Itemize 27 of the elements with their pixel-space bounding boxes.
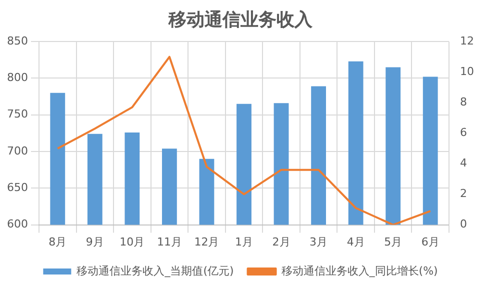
y2-tick-label: 2 — [460, 187, 468, 200]
y2-tick-label: 0 — [460, 218, 468, 231]
y2-tick-label: 12 — [460, 34, 474, 48]
y-tick-label: 650 — [6, 181, 28, 194]
x-tick-label: 12月 — [194, 235, 220, 248]
y2-tick-label: 10 — [460, 64, 474, 78]
x-tick-label: 4月 — [346, 235, 365, 248]
x-tick-label: 10月 — [120, 235, 145, 248]
x-tick-label: 8月 — [48, 235, 67, 248]
x-tick-label: 2月 — [272, 235, 290, 248]
y2-tick-label: 8 — [460, 96, 468, 109]
y2-tick-label: 4 — [460, 156, 468, 170]
x-tick-label: 9月 — [86, 235, 104, 248]
y-tick-label: 700 — [6, 144, 28, 158]
y-tick-label: 750 — [6, 108, 28, 121]
y-tick-label: 800 — [6, 71, 28, 84]
y-tick-label: 850 — [6, 34, 28, 48]
chart-title: 移动通信业务收入 — [168, 9, 314, 30]
x-tick-label: 5月 — [384, 235, 402, 248]
x-tick-label: 6月 — [421, 235, 440, 248]
x-tick-label: 3月 — [310, 235, 328, 248]
y2-tick-label: 6 — [460, 126, 468, 140]
y-tick-label: 600 — [6, 218, 28, 231]
x-tick-label: 1月 — [235, 235, 253, 248]
legend-label: 移动通信业务收入_当期值(亿元) — [76, 264, 234, 278]
x-tick-label: 11月 — [156, 235, 182, 248]
legend-label: 移动通信业务收入_同比增长(%) — [281, 264, 438, 278]
